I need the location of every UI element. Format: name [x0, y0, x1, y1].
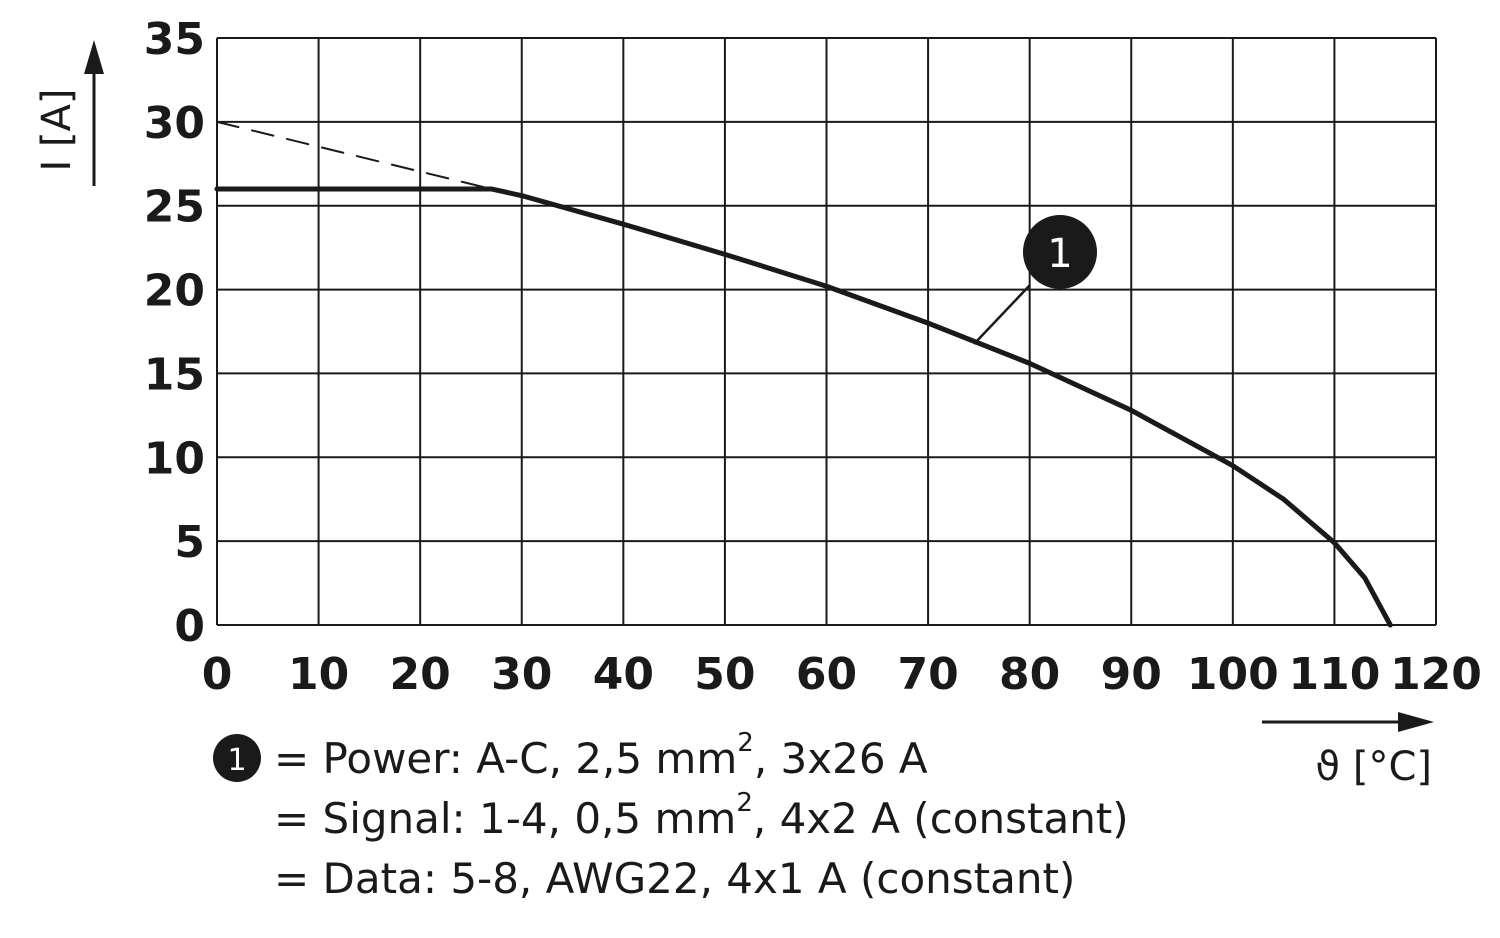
y-tick-label: 0	[174, 601, 205, 652]
callout-leader-line	[973, 284, 1031, 345]
legend-marker-badge	[213, 734, 261, 782]
legend-line-data: = Data: 5-8, AWG22, 4x1 A (constant)	[274, 854, 1075, 903]
x-axis-arrow-icon	[1398, 712, 1434, 732]
x-tick-label: 80	[999, 649, 1060, 700]
y-tick-label: 5	[174, 517, 205, 568]
y-axis-arrow-icon	[84, 40, 104, 74]
y-tick-label: 15	[144, 349, 205, 400]
y-tick-label: 25	[144, 182, 205, 233]
y-axis-title: I [A]	[34, 88, 80, 171]
series-marker-badge	[1023, 215, 1097, 289]
x-tick-label: 30	[491, 649, 552, 700]
x-axis-title-group: ϑ [°C]	[1262, 712, 1434, 790]
series-extrapolation-line	[216, 120, 493, 190]
y-axis-title-group: I [A]	[34, 40, 104, 186]
x-tick-labels: 0 10 20 30 40 50 60 70 80 90 100 110 120	[202, 649, 1482, 700]
x-tick-label: 0	[202, 649, 233, 700]
x-tick-label: 40	[593, 649, 654, 700]
legend: 1 = Power: A-C, 2,5 mm2, 3x26 A = Signal…	[213, 728, 1129, 903]
x-tick-label: 60	[796, 649, 857, 700]
grid	[216, 37, 1437, 626]
series-marker-callout: 1	[973, 215, 1097, 345]
series-marker-label: 1	[1047, 231, 1072, 277]
x-tick-label: 70	[897, 649, 958, 700]
x-tick-label: 10	[288, 649, 349, 700]
y-tick-label: 20	[144, 266, 205, 317]
x-tick-label: 50	[694, 649, 755, 700]
x-tick-label: 20	[390, 649, 451, 700]
legend-marker-label: 1	[227, 743, 246, 778]
series-line-1	[214, 186, 1393, 628]
x-tick-label: 110	[1288, 649, 1380, 700]
y-tick-label: 30	[144, 98, 205, 149]
y-tick-label: 35	[144, 14, 205, 65]
x-axis-title: ϑ [°C]	[1315, 744, 1432, 790]
series-lines	[214, 120, 1393, 628]
x-tick-label: 90	[1101, 649, 1162, 700]
legend-line-power: = Power: A-C, 2,5 mm2, 3x26 A	[274, 728, 928, 783]
x-tick-label: 100	[1187, 649, 1279, 700]
legend-line-signal: = Signal: 1-4, 0,5 mm2, 4x2 A (constant)	[274, 788, 1129, 843]
y-tick-label: 10	[144, 433, 205, 484]
y-tick-labels: 0 5 10 15 20 25 30 35	[144, 14, 205, 652]
x-tick-label: 120	[1390, 649, 1482, 700]
